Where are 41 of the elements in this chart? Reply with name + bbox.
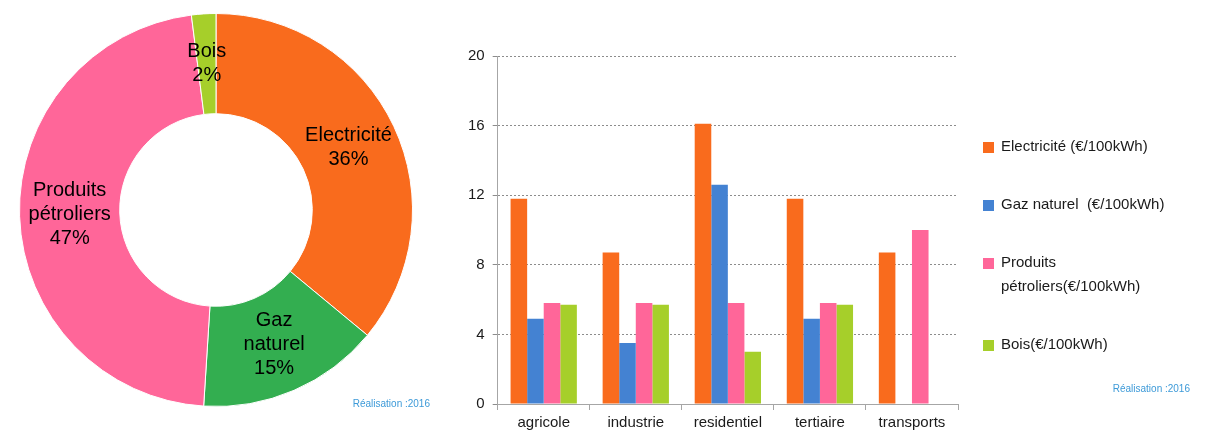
y-tick-label: 4: [476, 324, 485, 342]
slice-label: Gaz naturel: [243, 307, 305, 354]
slice-label: Electricité: [305, 123, 392, 146]
bar: [786, 198, 804, 404]
data-label: 36%: [328, 147, 369, 170]
bar: [744, 351, 761, 404]
data-label: 47%: [49, 226, 90, 249]
legend-label: Produits pétroliers(€/100kWh): [1001, 252, 1142, 296]
bar: [619, 343, 636, 404]
text: Réalisation :2016: [352, 398, 430, 409]
legend-label: Gaz naturel (€/100kWh): [1001, 194, 1165, 214]
x-tick-label: residentiel: [693, 413, 763, 431]
x-tick-label: industrie: [607, 413, 665, 431]
bar: [727, 303, 745, 404]
bar: [510, 198, 528, 404]
legend-label: Bois(€/100kWh): [1001, 334, 1108, 354]
bar: [878, 252, 896, 404]
legend-label: Electricité (€/100kWh): [1001, 136, 1148, 156]
bar: [527, 318, 544, 404]
x-tick-label: agricole: [517, 413, 570, 431]
text: Réalisation :2016: [1112, 383, 1190, 394]
x-tick-label: tertiaire: [794, 413, 845, 431]
x-tick-label: transports: [878, 413, 946, 431]
y-tick-label: 16: [468, 115, 485, 133]
bar: [711, 184, 728, 404]
slice-label: Produits pétroliers: [28, 178, 111, 225]
bar: [635, 303, 653, 404]
bar: [836, 304, 854, 404]
bar: [652, 304, 669, 404]
bar: [694, 123, 712, 404]
y-tick-label: 8: [476, 254, 485, 272]
y-tick-label: 0: [476, 394, 485, 412]
bar: [602, 252, 620, 404]
bar: [543, 303, 561, 404]
y-tick-label: 12: [468, 185, 485, 203]
bar: [819, 303, 837, 404]
data-label: 15%: [254, 355, 295, 378]
bar: [911, 230, 929, 404]
bar: [803, 318, 820, 404]
y-tick-label: 20: [468, 46, 485, 64]
bar: [560, 304, 577, 404]
